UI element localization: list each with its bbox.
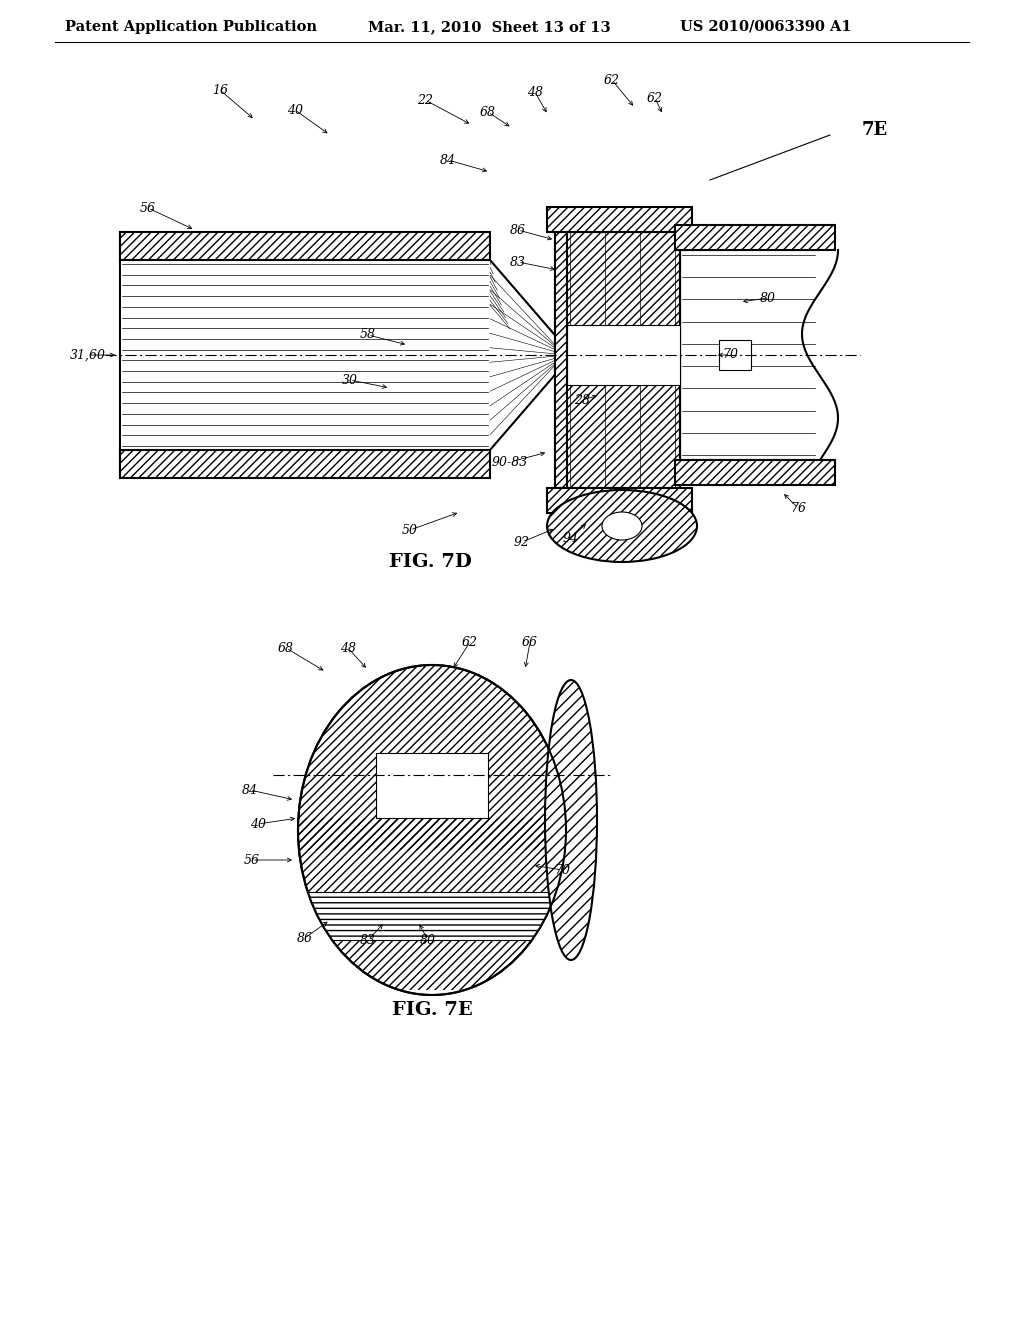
Bar: [298, 892, 566, 940]
Text: 84: 84: [440, 153, 456, 166]
Bar: [298, 909, 566, 990]
Bar: [120, 232, 490, 260]
Text: 16: 16: [212, 83, 228, 96]
Text: 31,60: 31,60: [70, 348, 106, 362]
Text: 40: 40: [287, 103, 303, 116]
Text: US 2010/0063390 A1: US 2010/0063390 A1: [680, 20, 852, 34]
Text: FIG. 7E: FIG. 7E: [391, 1001, 472, 1019]
Text: FIG. 7D: FIG. 7D: [388, 553, 471, 572]
Bar: [567, 325, 680, 385]
Text: 70: 70: [554, 863, 570, 876]
Text: 62: 62: [604, 74, 620, 87]
Bar: [719, 341, 751, 370]
Text: Patent Application Publication: Patent Application Publication: [65, 20, 317, 34]
Bar: [298, 892, 566, 940]
Bar: [120, 450, 490, 478]
Text: 83: 83: [360, 933, 376, 946]
Text: 83: 83: [510, 256, 526, 268]
Text: 56: 56: [140, 202, 156, 214]
Text: 62: 62: [462, 635, 478, 648]
Text: 94: 94: [563, 532, 579, 544]
Ellipse shape: [545, 680, 597, 960]
Text: 50: 50: [402, 524, 418, 536]
Ellipse shape: [547, 490, 697, 562]
Text: 86: 86: [297, 932, 313, 945]
Bar: [376, 752, 488, 818]
Text: 28: 28: [574, 393, 590, 407]
Ellipse shape: [602, 512, 642, 540]
Bar: [547, 207, 692, 232]
Text: 48: 48: [340, 642, 356, 655]
Bar: [298, 818, 566, 892]
Bar: [675, 224, 835, 249]
Bar: [555, 232, 680, 488]
Text: 30: 30: [342, 374, 358, 387]
Bar: [675, 459, 835, 484]
Text: 80: 80: [760, 292, 776, 305]
Text: 7E: 7E: [862, 121, 888, 139]
Text: 68: 68: [278, 642, 294, 655]
Bar: [121, 260, 490, 450]
Text: 80: 80: [420, 933, 436, 946]
Text: 76: 76: [790, 502, 806, 515]
Text: 62: 62: [647, 91, 663, 104]
Text: 40: 40: [250, 817, 266, 830]
Text: 22: 22: [417, 94, 433, 107]
Text: 86: 86: [510, 223, 526, 236]
Ellipse shape: [298, 665, 566, 995]
Text: 56: 56: [244, 854, 260, 866]
Text: 58: 58: [360, 329, 376, 342]
Text: 66: 66: [522, 635, 538, 648]
Text: 90-83: 90-83: [492, 455, 528, 469]
Text: 48: 48: [527, 86, 543, 99]
Bar: [547, 488, 692, 513]
Bar: [298, 624, 566, 850]
Text: 92: 92: [514, 536, 530, 549]
Text: 68: 68: [480, 106, 496, 119]
Bar: [555, 232, 680, 488]
Text: 70: 70: [722, 348, 738, 362]
Text: 84: 84: [242, 784, 258, 796]
Text: Mar. 11, 2010  Sheet 13 of 13: Mar. 11, 2010 Sheet 13 of 13: [368, 20, 610, 34]
